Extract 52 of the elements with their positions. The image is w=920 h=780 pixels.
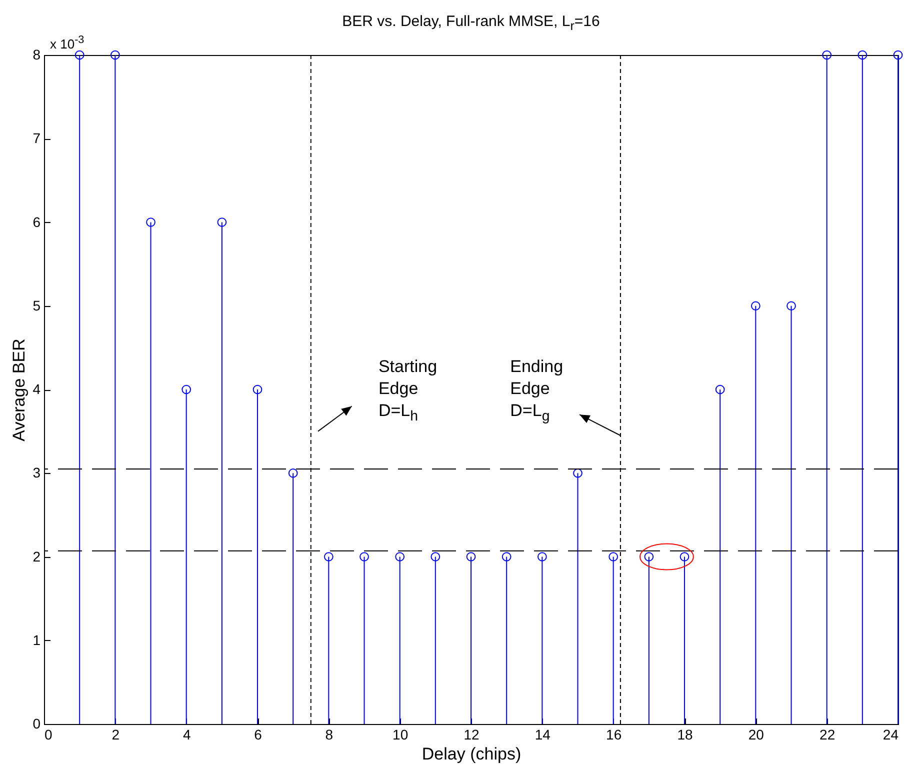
y-tick-label: 0 xyxy=(32,716,41,732)
point xyxy=(288,468,298,478)
point xyxy=(644,552,654,562)
point xyxy=(110,50,120,60)
x-tick-label: 24 xyxy=(882,726,899,742)
point xyxy=(182,384,192,394)
point xyxy=(324,552,334,562)
point xyxy=(252,384,262,394)
point xyxy=(395,552,405,562)
x-tick-label: 12 xyxy=(464,726,480,742)
x-tick-label: 14 xyxy=(534,726,551,742)
point xyxy=(822,50,832,60)
y-tick-label: 4 xyxy=(32,381,41,397)
point xyxy=(537,552,547,562)
point xyxy=(750,301,760,311)
point xyxy=(680,552,690,562)
annotation: Ending Edge D=L$_{g}$ xyxy=(510,356,564,426)
point xyxy=(502,552,512,562)
x-tick-label: 10 xyxy=(392,726,408,742)
point xyxy=(430,552,440,562)
point xyxy=(146,218,156,227)
x-tick-label: 6 xyxy=(254,726,262,742)
point xyxy=(715,384,725,394)
point xyxy=(573,468,582,478)
point xyxy=(858,50,868,60)
y-tick-label: 7 xyxy=(32,130,41,146)
x-tick-label: 20 xyxy=(748,726,764,742)
point xyxy=(74,50,84,60)
point xyxy=(786,301,796,311)
x-tick-label: 18 xyxy=(677,726,693,742)
point xyxy=(360,552,369,562)
text: x 10$^{-3}$ xyxy=(50,33,84,54)
y-tick-label: 3 xyxy=(32,464,41,481)
y-tick-label: 1 xyxy=(32,632,41,648)
x-tick-label: 2 xyxy=(112,726,120,742)
x-axis-title: Delay (chips) xyxy=(422,744,522,764)
x-tick-label: 0 xyxy=(44,726,52,742)
x-tick-label: 16 xyxy=(606,726,622,742)
x-tick-label: 4 xyxy=(182,726,191,742)
y-tick-label: 2 xyxy=(32,548,41,564)
y-tick-label: 5 xyxy=(32,297,41,314)
point xyxy=(217,218,227,227)
chart-title: BER vs. Delay, Full-rank MMSE, L$_{r}$=16 xyxy=(342,12,600,35)
x-tick-label: 22 xyxy=(820,726,836,742)
y-axis-title: Average BER xyxy=(10,338,29,442)
y-tick-label: 6 xyxy=(32,214,41,230)
y-tick-label: 8 xyxy=(32,46,41,62)
x-tick-label: 8 xyxy=(325,726,334,742)
point xyxy=(893,50,903,60)
point xyxy=(608,552,618,562)
point xyxy=(466,552,476,562)
annotation: Starting Edge D=L$_{h}$ xyxy=(378,356,438,426)
